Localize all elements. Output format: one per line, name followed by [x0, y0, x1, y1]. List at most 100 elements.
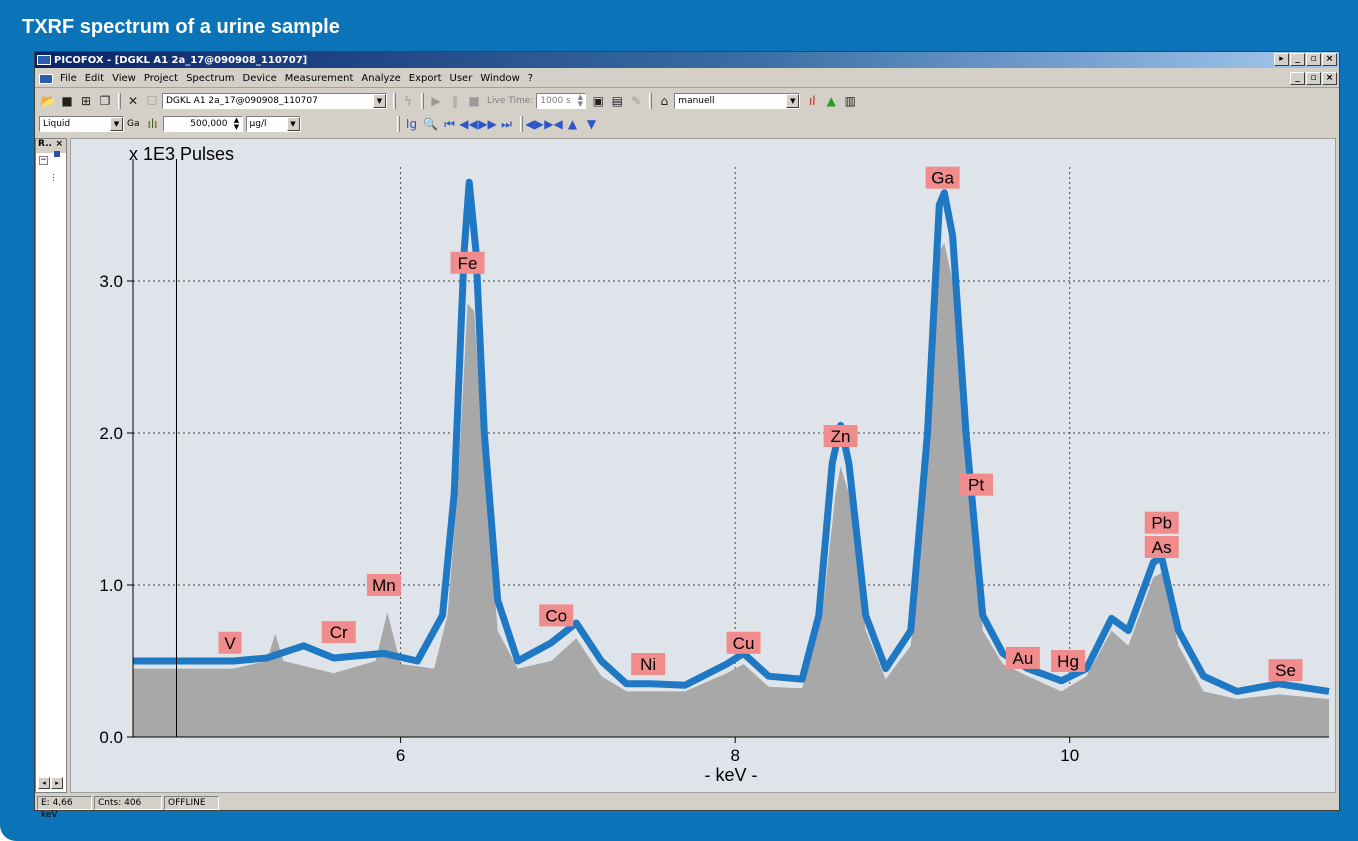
lightning-icon[interactable]: ϟ	[404, 94, 412, 108]
method-select[interactable]: manuell ▼	[674, 93, 801, 109]
stop-icon[interactable]: ■	[468, 94, 480, 108]
pause-icon[interactable]: ‖	[452, 94, 458, 108]
x-axis-label: - keV -	[704, 765, 757, 785]
spectrum-chart[interactable]: 6 8 10 0.0 1.0 2.0 3.0 V Cr Mn Fe Co Ni Cu Zn Ga Pt Au Hg…	[70, 138, 1336, 793]
rewind-icon[interactable]: ◀◀	[459, 117, 478, 131]
side-panel: R.. × − ⋮ ◂ ▸	[35, 138, 67, 793]
scroll-right-icon[interactable]: ▸	[51, 777, 63, 789]
peak-label-box	[1005, 646, 1040, 669]
close-button[interactable]: ×	[1322, 53, 1337, 66]
menu-user[interactable]: User	[449, 73, 473, 84]
log-scale-icon[interactable]: Ig	[405, 117, 418, 131]
peak-label-pb: Pb	[1151, 514, 1172, 533]
peak-label-box	[1268, 659, 1303, 682]
window-titlebar[interactable]: PICOFOX - [DGKL A1 2a_17@090908_110707] …	[35, 52, 1339, 68]
last-icon[interactable]: ⏭	[501, 116, 512, 131]
y-tick-label: 2.0	[99, 424, 123, 443]
figure-title: TXRF spectrum of a urine sample	[22, 16, 340, 38]
peak-label-box	[1144, 511, 1179, 534]
peak-label-zn: Zn	[831, 427, 851, 446]
report-icon[interactable]: ▤	[611, 94, 623, 108]
y-tick-label: 0.0	[99, 728, 123, 747]
delete-icon[interactable]: ✕	[127, 94, 139, 108]
bars-icon[interactable]: ıl	[808, 94, 816, 108]
shrink-y-icon[interactable]: ▼	[586, 117, 597, 131]
peak-label-hg: Hg	[1057, 652, 1079, 671]
side-panel-header: R.. ×	[36, 139, 66, 153]
first-icon[interactable]: ⏮	[444, 116, 455, 131]
x-tick-label: 10	[1060, 746, 1079, 765]
menu-file[interactable]: File	[60, 73, 77, 84]
copy-icon[interactable]: ❐	[99, 94, 111, 108]
minimize-button[interactable]: _	[1290, 53, 1305, 66]
menu-export[interactable]: Export	[408, 73, 442, 84]
application-window: PICOFOX - [DGKL A1 2a_17@090908_110707] …	[34, 51, 1340, 820]
peak-label-box	[823, 425, 858, 448]
scroll-left-icon[interactable]: ◂	[38, 777, 50, 789]
zoom-icon[interactable]: 🔍	[423, 117, 438, 131]
unit-select[interactable]: µg/l ▼	[245, 116, 301, 132]
peak-label-ga: Ga	[931, 169, 954, 188]
peak-label-fe: Fe	[458, 254, 478, 273]
menu-device[interactable]: Device	[242, 73, 277, 84]
table-icon[interactable]: ▥	[844, 94, 856, 108]
peak-label-se: Se	[1275, 661, 1296, 680]
forward-icon[interactable]: ▶▶	[478, 117, 497, 131]
status-counts: Cnts: 406	[94, 796, 162, 810]
checkbox-icon[interactable]: ☐	[146, 94, 158, 108]
menu-edit[interactable]: Edit	[84, 73, 105, 84]
peak-label-cr: Cr	[330, 623, 348, 642]
peak-icon[interactable]: ▲	[826, 94, 836, 108]
standard-bars-icon[interactable]: ılı	[147, 117, 158, 131]
menu-window[interactable]: Window	[480, 73, 520, 84]
open-folder-icon[interactable]: 📂	[40, 94, 56, 108]
app-icon	[37, 55, 51, 65]
status-energy: E: 4,66 keV	[37, 796, 92, 820]
child-maximize-button[interactable]: ▫	[1306, 72, 1321, 85]
peak-label-box	[321, 621, 356, 644]
peak-label-ni: Ni	[640, 655, 656, 674]
sample-type-select[interactable]: Liquid ▼	[39, 116, 124, 132]
restore-icon[interactable]: ▸	[1274, 53, 1289, 66]
peak-label-as: As	[1152, 538, 1172, 557]
status-mode: OFFLINE	[164, 796, 219, 810]
fit-spectrum-area	[133, 243, 1329, 737]
peak-label-box	[366, 574, 401, 596]
peak-label-mn: Mn	[372, 576, 396, 595]
live-time-input[interactable]: 1000 s ▲ ▼	[536, 93, 587, 109]
peak-label-box	[1144, 536, 1179, 558]
shrink-x-icon[interactable]: ▶◀	[544, 117, 563, 131]
concentration-input[interactable]: 500,000 ▲ ▼	[162, 116, 243, 132]
expand-y-icon[interactable]: ▲	[567, 117, 578, 131]
spectrum-select[interactable]: DGKL A1 2a_17@090908_110707 ▼	[162, 93, 387, 109]
menu-project[interactable]: Project	[143, 73, 179, 84]
spectrum-plot[interactable]: 6 8 10 0.0 1.0 2.0 3.0 V Cr Mn Fe Co Ni Cu Zn Ga Pt Au Hg…	[71, 139, 1337, 794]
save-icon[interactable]: ■	[61, 94, 73, 108]
tree-item-icon[interactable]	[54, 151, 60, 157]
menu-help[interactable]: ?	[527, 73, 534, 84]
side-panel-close-icon[interactable]: ×	[55, 139, 63, 149]
display-icon[interactable]: ▣	[592, 94, 604, 108]
play-icon[interactable]: ▶	[431, 94, 441, 108]
method-icon[interactable]: ⌂	[660, 94, 669, 108]
y-axis-unit-label: x 1E3 Pulses	[129, 144, 234, 164]
maximize-button[interactable]: ▫	[1306, 53, 1321, 66]
peak-label-box	[218, 631, 242, 654]
menu-view[interactable]: View	[112, 73, 136, 84]
peak-label-box	[925, 166, 960, 189]
child-minimize-button[interactable]: _	[1290, 72, 1305, 85]
menu-bar: File Edit View Project Spectrum Device M…	[35, 70, 1339, 88]
expand-x-icon[interactable]: ◀▶	[525, 117, 544, 131]
pen-icon[interactable]: ✎	[631, 94, 642, 108]
tree-collapse-icon[interactable]: −	[39, 155, 48, 165]
main-toolbar: 📂 ■ ⊞ ❐ ✕ ☐ DGKL A1 2a_17@090908_110707 …	[35, 90, 1339, 112]
menu-spectrum[interactable]: Spectrum	[186, 73, 235, 84]
child-close-button[interactable]: ×	[1322, 72, 1337, 85]
quantification-toolbar: Liquid ▼ Ga ılı 500,000 ▲ ▼ µg/l ▼ Ig 🔍 ⏮…	[35, 113, 1339, 135]
measured-spectrum-line	[133, 178, 1330, 695]
menu-analyze[interactable]: Analyze	[361, 73, 401, 84]
menu-measurement[interactable]: Measurement	[284, 73, 354, 84]
tree-icon[interactable]: ⊞	[80, 94, 92, 108]
peak-label-box	[1051, 650, 1086, 672]
